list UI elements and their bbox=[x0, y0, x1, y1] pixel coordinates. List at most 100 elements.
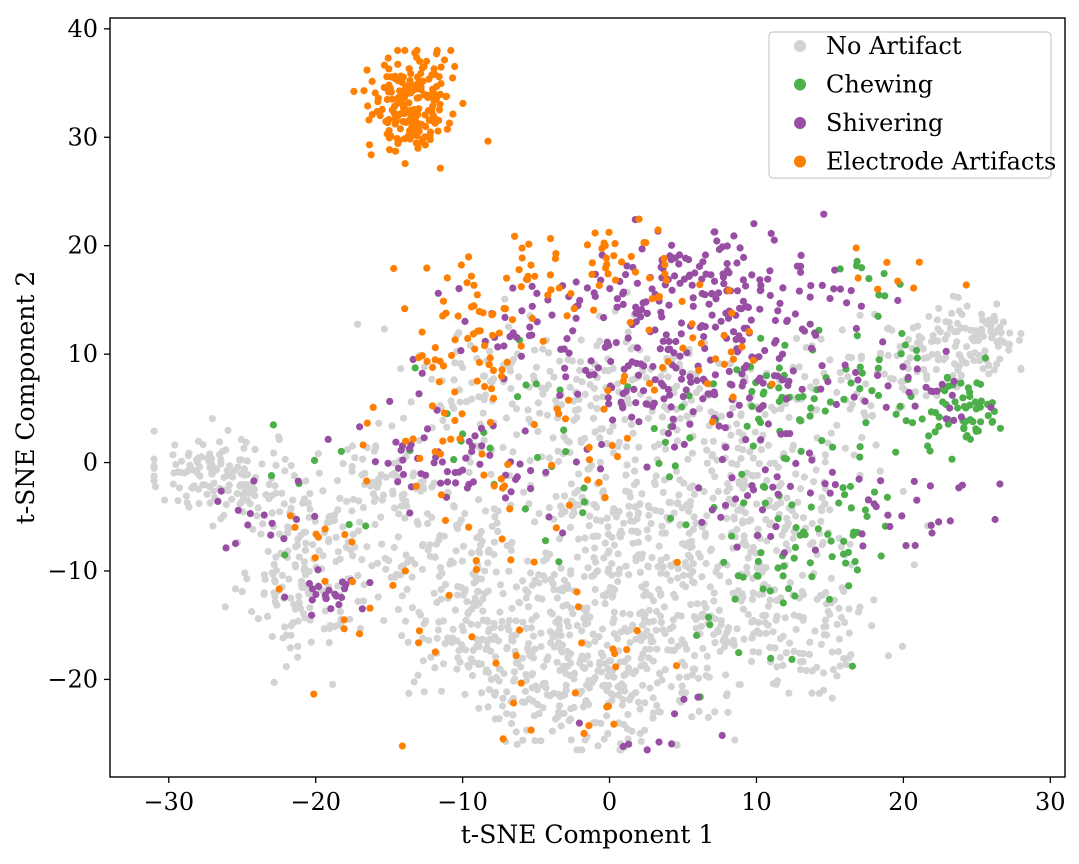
data-point bbox=[416, 121, 424, 129]
data-point bbox=[731, 595, 739, 603]
data-point bbox=[548, 461, 556, 469]
data-point bbox=[174, 468, 182, 476]
data-point bbox=[501, 295, 509, 303]
data-point bbox=[217, 487, 225, 495]
data-point bbox=[689, 560, 697, 568]
data-point bbox=[473, 377, 481, 385]
data-point bbox=[648, 554, 656, 562]
data-point bbox=[782, 649, 790, 657]
data-point bbox=[749, 442, 757, 450]
data-point bbox=[749, 616, 757, 625]
data-point bbox=[667, 403, 675, 411]
data-point bbox=[784, 585, 793, 593]
data-point bbox=[729, 355, 738, 363]
data-point bbox=[692, 389, 700, 397]
data-point bbox=[660, 254, 668, 262]
data-point bbox=[905, 336, 913, 344]
data-point bbox=[450, 404, 458, 413]
data-point bbox=[764, 602, 773, 610]
data-point bbox=[662, 276, 671, 285]
data-point bbox=[797, 447, 805, 455]
data-point bbox=[795, 363, 803, 371]
data-point bbox=[946, 404, 954, 412]
data-point bbox=[573, 588, 581, 596]
data-point bbox=[911, 388, 919, 396]
data-point bbox=[208, 470, 216, 478]
data-point bbox=[518, 698, 527, 706]
data-point bbox=[404, 638, 412, 646]
data-point bbox=[412, 139, 420, 147]
data-point bbox=[624, 654, 632, 662]
data-point bbox=[738, 470, 746, 478]
data-point bbox=[308, 585, 317, 593]
data-point bbox=[694, 693, 702, 701]
data-point bbox=[433, 406, 441, 414]
data-point bbox=[457, 261, 465, 269]
data-point bbox=[788, 655, 796, 664]
data-point bbox=[657, 556, 665, 565]
data-point bbox=[877, 349, 885, 357]
data-point bbox=[386, 397, 394, 405]
data-point bbox=[522, 275, 531, 283]
data-point bbox=[325, 586, 333, 594]
data-point bbox=[797, 262, 805, 270]
data-point bbox=[665, 337, 673, 345]
data-point bbox=[927, 408, 936, 416]
data-point bbox=[835, 604, 843, 613]
data-point bbox=[587, 402, 595, 410]
data-point bbox=[672, 662, 681, 670]
data-point bbox=[478, 442, 486, 450]
data-point bbox=[808, 520, 816, 528]
data-point bbox=[468, 633, 476, 641]
data-point bbox=[414, 671, 422, 679]
data-point bbox=[268, 509, 276, 517]
data-point bbox=[606, 427, 614, 435]
data-point bbox=[601, 539, 609, 547]
data-point bbox=[709, 418, 717, 426]
data-point bbox=[631, 467, 639, 475]
data-point bbox=[818, 494, 826, 502]
data-point bbox=[459, 542, 467, 550]
data-point bbox=[287, 594, 295, 602]
data-point bbox=[325, 639, 333, 647]
data-point bbox=[287, 461, 295, 470]
data-point bbox=[865, 275, 873, 283]
data-point bbox=[182, 492, 190, 500]
data-point bbox=[324, 435, 332, 443]
data-point bbox=[507, 546, 515, 555]
data-point bbox=[661, 666, 669, 674]
data-point bbox=[801, 373, 809, 381]
data-point bbox=[676, 352, 684, 360]
data-point bbox=[625, 502, 633, 510]
data-point bbox=[596, 434, 604, 442]
data-point bbox=[766, 596, 774, 604]
data-point bbox=[620, 365, 628, 373]
data-point bbox=[777, 430, 785, 438]
data-point bbox=[647, 633, 655, 641]
data-point bbox=[680, 640, 689, 648]
data-point bbox=[922, 392, 930, 400]
data-point bbox=[560, 345, 568, 353]
data-point bbox=[431, 648, 439, 656]
data-point bbox=[828, 553, 836, 561]
data-point bbox=[841, 444, 849, 452]
data-point bbox=[555, 627, 564, 635]
data-point bbox=[624, 334, 632, 342]
data-point bbox=[624, 710, 632, 719]
data-point bbox=[761, 347, 769, 355]
data-point bbox=[473, 291, 481, 299]
data-point bbox=[828, 468, 837, 476]
data-point bbox=[678, 403, 686, 411]
data-point bbox=[552, 396, 560, 404]
data-point bbox=[664, 429, 673, 437]
data-point bbox=[951, 398, 959, 406]
data-point bbox=[348, 538, 356, 546]
data-point bbox=[990, 312, 998, 320]
data-point bbox=[394, 46, 402, 55]
data-point bbox=[738, 336, 746, 344]
data-point bbox=[539, 345, 547, 353]
data-point bbox=[618, 529, 626, 538]
data-point bbox=[453, 665, 461, 673]
data-point bbox=[657, 618, 665, 627]
data-point bbox=[962, 433, 970, 441]
